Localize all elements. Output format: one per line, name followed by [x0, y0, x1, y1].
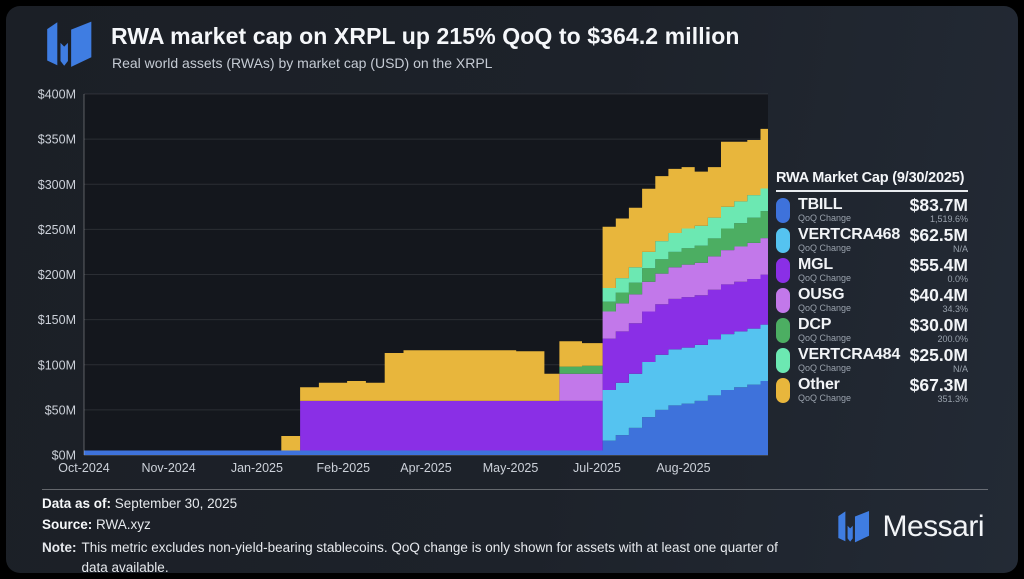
legend-asset-name: VERTCRA468	[798, 226, 901, 243]
area-series-ousg	[84, 236, 768, 451]
legend-asset-name: VERTCRA484	[798, 346, 901, 363]
page-title: RWA market cap on XRPL up 215% QoQ to $3…	[111, 23, 740, 49]
legend-asset-name: DCP	[798, 316, 832, 333]
area-series-other	[84, 126, 768, 451]
source-value: RWA.xyz	[96, 517, 151, 532]
x-tick-label: May-2025	[483, 461, 539, 475]
legend-qoq-label: QoQ Change	[798, 333, 852, 343]
y-tick-label: $50M	[45, 403, 76, 417]
legend-asset-value: $40.4M	[909, 284, 968, 305]
legend-qoq-label: QoQ Change	[798, 363, 852, 373]
legend-rows: TBILL QoQ Change $83.7M 1,519.6% VERTCRA468 Q…	[776, 195, 968, 405]
footer-divider	[42, 489, 988, 490]
legend-qoq-value: 1,519.6%	[929, 213, 968, 224]
y-tick-label: $300M	[38, 178, 76, 192]
messari-logo-icon	[47, 21, 92, 67]
brand-wordmark: Messari	[882, 509, 984, 543]
legend-asset-name: MGL	[798, 256, 833, 273]
x-tick-label: Jan-2025	[231, 461, 283, 475]
legend-qoq-value: 0.0%	[947, 273, 968, 284]
source-label: Source:	[42, 517, 93, 532]
area-series-mgl	[84, 273, 768, 451]
legend-qoq-value: 200.0%	[937, 333, 968, 344]
legend-asset-value: $25.0M	[909, 344, 968, 365]
legend-title: RWA Market Cap (9/30/2025)	[776, 170, 968, 192]
legend-swatch	[776, 377, 790, 403]
y-tick-label: $250M	[38, 223, 76, 237]
area-series-vertcra468	[84, 323, 768, 451]
x-tick-label: Aug-2025	[656, 461, 710, 475]
legend-qoq-label: QoQ Change	[798, 273, 852, 283]
data-as-of-label: Data as of:	[42, 496, 112, 511]
legend-swatch	[776, 317, 790, 343]
note-text: This metric excludes non-yield-bearing s…	[81, 540, 778, 573]
data-as-of-value: September 30, 2025	[114, 496, 238, 511]
legend-asset-value: $67.3M	[909, 374, 968, 395]
x-tick-label: Nov-2024	[141, 461, 195, 475]
brand-lockup: Messari	[835, 509, 984, 544]
legend: RWA Market Cap (9/30/2025) TBILL QoQ Chan…	[776, 170, 968, 405]
data-as-of-line: Data as of: September 30, 2025	[42, 496, 237, 511]
legend-qoq-label: QoQ Change	[798, 213, 852, 223]
legend-row-tbill: TBILL QoQ Change $83.7M 1,519.6%	[776, 195, 968, 225]
legend-swatch	[776, 257, 790, 283]
legend-qoq-value: N/A	[952, 363, 968, 374]
legend-asset-value: $62.5M	[909, 224, 968, 245]
legend-qoq-value: 34.3%	[942, 303, 968, 314]
x-tick-label: Jul-2025	[573, 461, 621, 475]
y-tick-label: $150M	[38, 313, 76, 327]
legend-swatch	[776, 197, 790, 223]
y-tick-label: $400M	[38, 88, 76, 102]
source-line: Source: RWA.xyz	[42, 517, 151, 532]
legend-row-vertcra484: VERTCRA484 QoQ Change $25.0M N/A	[776, 345, 968, 375]
y-tick-label: $200M	[38, 268, 76, 282]
legend-swatch	[776, 227, 790, 253]
legend-row-vertcra468: VERTCRA468 QoQ Change $62.5M N/A	[776, 225, 968, 255]
legend-asset-name: TBILL	[798, 196, 843, 213]
legend-row-mgl: MGL QoQ Change $55.4M 0.0%	[776, 255, 968, 285]
x-tick-label: Feb-2025	[317, 461, 371, 475]
x-tick-label: Oct-2024	[58, 461, 109, 475]
note-label: Note:	[42, 540, 77, 555]
legend-qoq-label: QoQ Change	[798, 303, 852, 313]
legend-asset-value: $30.0M	[909, 314, 968, 335]
legend-qoq-label: QoQ Change	[798, 393, 852, 403]
area-series-tbill	[84, 379, 768, 455]
legend-row-ousg: OUSG QoQ Change $40.4M 34.3%	[776, 285, 968, 315]
legend-row-dcp: DCP QoQ Change $30.0M 200.0%	[776, 315, 968, 345]
legend-qoq-value: 351.3%	[937, 393, 968, 404]
legend-asset-value: $55.4M	[909, 254, 968, 275]
legend-qoq-value: N/A	[952, 243, 968, 254]
messari-logo-icon-small	[838, 510, 870, 543]
legend-asset-name: Other	[798, 376, 840, 393]
y-tick-label: $100M	[38, 358, 76, 372]
page-subtitle: Real world assets (RWAs) by market cap (…	[112, 55, 493, 71]
legend-row-other: Other QoQ Change $67.3M 351.3%	[776, 375, 968, 405]
note-line: Note: This metric excludes non-yield-bea…	[42, 538, 798, 573]
rwa-stacked-area-chart: $0M $50M $100M $150M $200M $250M $300M $350M $40…	[38, 88, 768, 475]
legend-asset-value: $83.7M	[909, 194, 968, 215]
legend-swatch	[776, 287, 790, 313]
y-tick-label: $350M	[38, 133, 76, 147]
legend-qoq-label: QoQ Change	[798, 243, 852, 253]
x-tick-label: Apr-2025	[400, 461, 451, 475]
legend-swatch	[776, 347, 790, 373]
legend-asset-name: OUSG	[798, 286, 845, 303]
chart-card: RWA market cap on XRPL up 215% QoQ to $3…	[6, 6, 1018, 573]
y-tick-label: $0M	[52, 449, 76, 463]
